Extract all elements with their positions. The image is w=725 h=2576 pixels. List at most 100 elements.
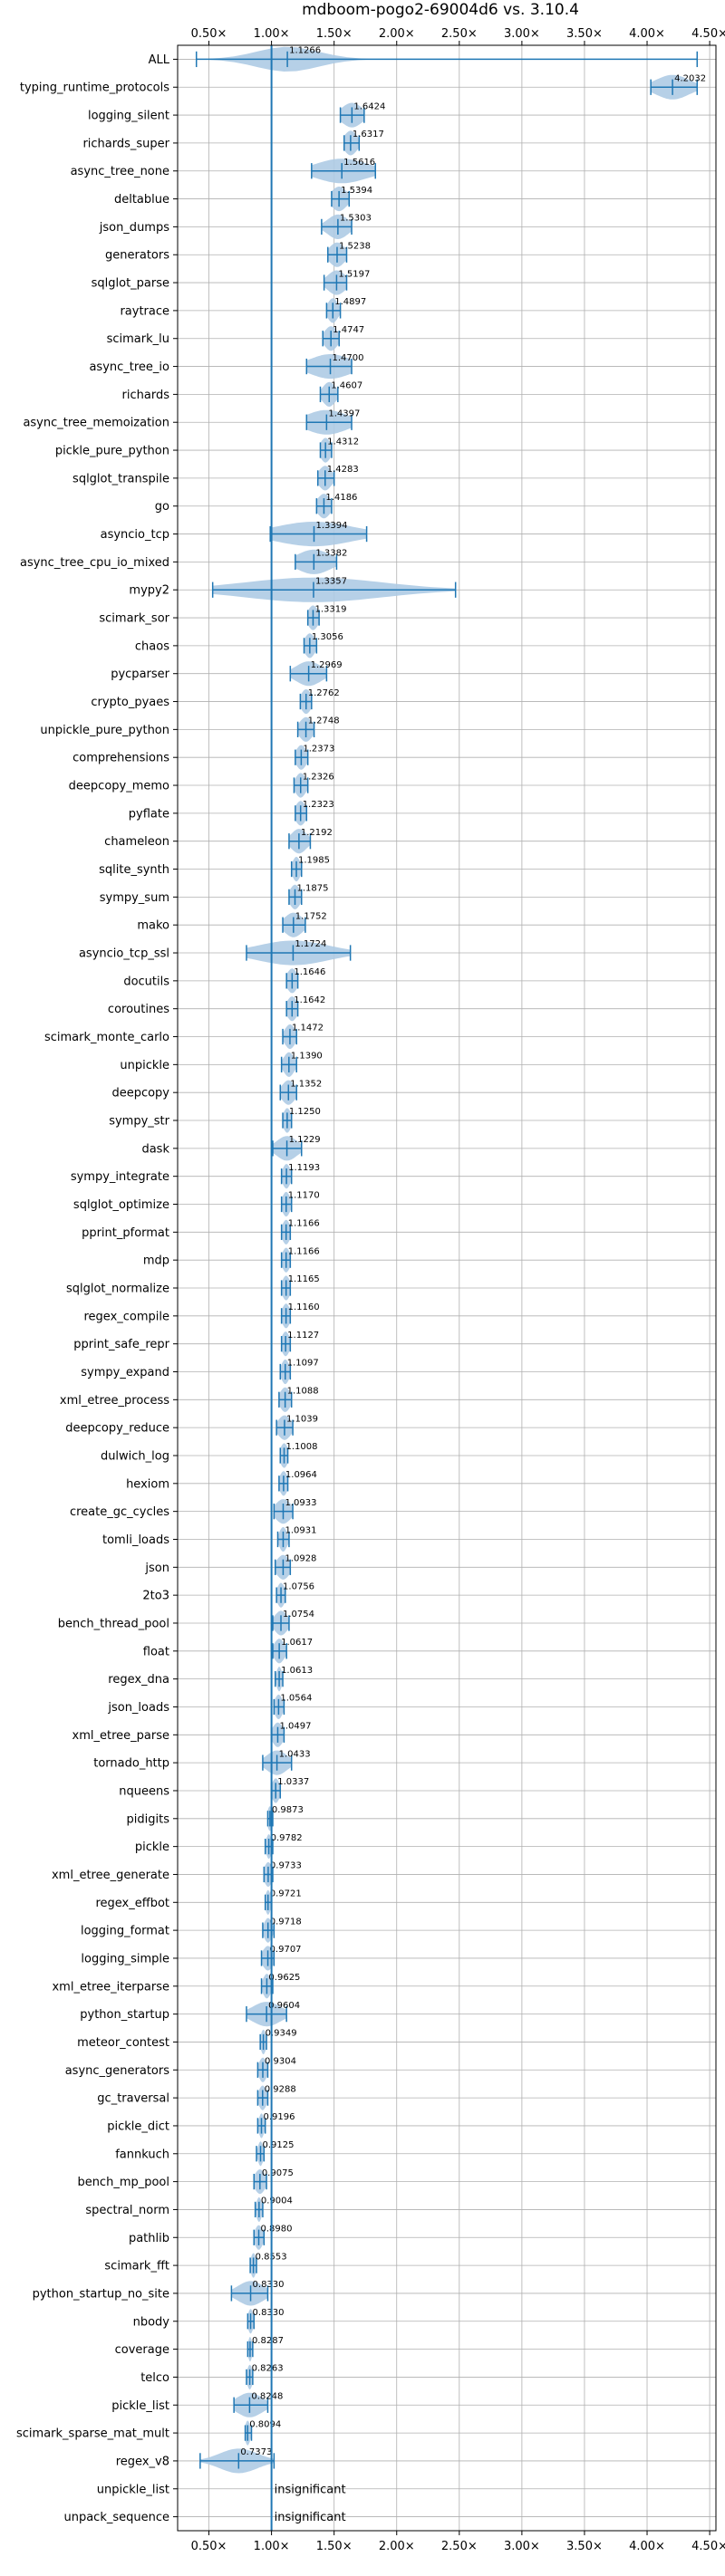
value-label: 1.0933	[285, 1498, 316, 1508]
benchmark-label: pickle_dict	[107, 2119, 169, 2133]
value-label: 1.2323	[303, 800, 334, 810]
benchmark-label: mdp	[143, 1254, 169, 1268]
value-label: 1.5616	[343, 158, 375, 168]
insignificant-label: insignificant	[275, 2483, 346, 2496]
benchmark-label: sqlglot_optimize	[73, 1198, 169, 1212]
value-label: 1.0931	[285, 1526, 316, 1536]
benchmark-label: unpack_sequence	[63, 2511, 169, 2524]
value-label: 0.9196	[263, 2112, 295, 2122]
value-label: 0.8263	[252, 2364, 284, 2374]
x-tick-label-bottom: 2.50×	[441, 2540, 478, 2553]
x-tick-label-bottom: 2.00×	[379, 2540, 415, 2553]
x-tick-label-bottom: 1.50×	[316, 2540, 353, 2553]
benchmark-label: json_dumps	[99, 221, 169, 235]
benchmark-label: deepcopy	[111, 1087, 169, 1101]
benchmark-label: sympy_str	[109, 1115, 169, 1129]
value-label: 1.5197	[338, 269, 370, 279]
benchmark-label: sqlglot_normalize	[66, 1283, 169, 1296]
benchmark-label: pyflate	[129, 807, 169, 821]
value-label: 1.2373	[303, 744, 334, 754]
benchmark-label: bench_thread_pool	[58, 1617, 169, 1630]
value-label: 1.1039	[286, 1414, 318, 1424]
value-label: 1.4283	[327, 465, 359, 475]
benchmark-label: tornado_http	[93, 1757, 169, 1771]
benchmark-label: sympy_expand	[81, 1366, 169, 1379]
value-label: 1.4747	[333, 325, 364, 335]
benchmark-label: deepcopy_memo	[69, 780, 169, 793]
x-tick-label-bottom: 4.50×	[691, 2540, 725, 2553]
value-label: 0.9125	[263, 2140, 295, 2150]
x-tick-label-top: 1.50×	[316, 27, 353, 41]
value-label: 1.1472	[292, 1024, 324, 1033]
value-label: 1.1008	[286, 1442, 318, 1452]
value-label: 1.5238	[339, 241, 371, 251]
benchmark-label: go	[155, 500, 169, 514]
value-label: 0.9304	[265, 2056, 296, 2066]
benchmark-label: regex_compile	[83, 1310, 169, 1323]
benchmark-label: chameleon	[104, 835, 169, 849]
x-tick-label-top: 1.00×	[254, 27, 290, 41]
benchmark-label: dulwich_log	[101, 1449, 169, 1463]
benchmark-label: deltablue	[114, 193, 169, 207]
benchmark-label: python_startup_no_site	[33, 2287, 169, 2301]
value-label: 1.0433	[279, 1749, 311, 1759]
benchmark-label: scimark_monte_carlo	[44, 1031, 169, 1044]
chart-title: mdboom-pogo2-69004d6 vs. 3.10.4	[302, 1, 579, 19]
benchmark-label: pathlib	[129, 2232, 169, 2245]
value-label: 0.8287	[252, 2336, 284, 2346]
violin-body	[196, 46, 698, 72]
value-label: 1.0964	[285, 1470, 317, 1480]
benchmark-label: coverage	[115, 2343, 169, 2357]
benchmark-label: xml_etree_parse	[72, 1729, 169, 1743]
benchmark-label: 2to3	[142, 1590, 169, 1603]
x-tick-label-bottom: 1.00×	[254, 2540, 290, 2553]
benchmark-label: fannkuch	[115, 2148, 169, 2161]
value-label: 1.0756	[283, 1581, 314, 1591]
x-tick-label-bottom: 4.00×	[629, 2540, 665, 2553]
value-label: 1.1193	[288, 1163, 320, 1173]
benchmark-label: float	[143, 1645, 169, 1658]
value-label: 1.1229	[289, 1135, 321, 1145]
benchmark-label: chaos	[135, 639, 169, 653]
x-tick-label-top: 3.50×	[566, 27, 603, 41]
benchmark-label: crypto_pyaes	[91, 696, 169, 709]
value-label: 1.6317	[353, 130, 384, 139]
benchmark-label: regex_effbot	[95, 1897, 169, 1910]
value-label: 1.3319	[314, 604, 346, 614]
value-label: 1.4312	[327, 437, 359, 447]
value-label: 1.4397	[328, 409, 360, 418]
value-label: 0.8094	[249, 2419, 281, 2429]
benchmark-label: typing_runtime_protocols	[20, 82, 169, 95]
value-label: 1.2969	[311, 660, 343, 670]
benchmark-label: sympy_sum	[100, 891, 169, 905]
value-label: 0.9707	[270, 1945, 302, 1955]
value-label: 1.1097	[287, 1359, 319, 1369]
benchmark-label: gc_traversal	[97, 2092, 169, 2106]
benchmark-label: asyncio_tcp_ssl	[79, 947, 169, 961]
benchmark-label: scimark_lu	[107, 332, 169, 346]
value-label: 1.1160	[288, 1302, 320, 1312]
value-label: 0.8330	[253, 2280, 285, 2290]
benchmark-label: pickle_pure_python	[55, 445, 169, 458]
value-label: 1.0564	[280, 1694, 312, 1704]
benchmark-label: ALL	[149, 53, 170, 67]
value-label: 1.5394	[341, 186, 372, 196]
value-label: 1.3382	[315, 549, 347, 559]
value-label: 1.1166	[288, 1219, 320, 1229]
benchmark-label: richards	[122, 389, 170, 402]
value-label: 1.1127	[287, 1331, 319, 1341]
value-label: 1.1875	[297, 884, 329, 894]
value-label: 1.3394	[315, 521, 347, 531]
value-label: 1.1724	[295, 939, 326, 949]
value-label: 1.6424	[353, 101, 385, 111]
benchmark-label: unpickle_pure_python	[40, 724, 169, 737]
benchmark-label: python_startup	[80, 2008, 169, 2022]
benchmark-label: logging_simple	[81, 1952, 169, 1966]
value-label: 1.3357	[315, 576, 347, 586]
benchmark-label: pprint_pformat	[82, 1226, 169, 1240]
value-label: 1.4186	[325, 493, 357, 503]
benchmark-label: sqlglot_transpile	[72, 472, 169, 485]
